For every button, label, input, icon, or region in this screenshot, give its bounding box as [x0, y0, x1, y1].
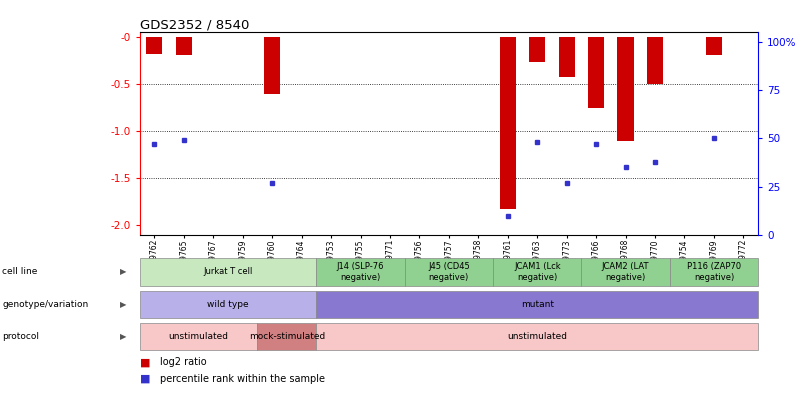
Text: ■: ■ [140, 374, 150, 384]
Bar [140, 323, 258, 350]
Bar [582, 258, 670, 286]
Text: unstimulated: unstimulated [508, 332, 567, 341]
Text: GDS2352 / 8540: GDS2352 / 8540 [140, 18, 249, 31]
Text: ▶: ▶ [120, 300, 127, 309]
Text: J14 (SLP-76
negative): J14 (SLP-76 negative) [337, 262, 385, 281]
Text: protocol: protocol [2, 332, 39, 341]
Text: genotype/variation: genotype/variation [2, 300, 89, 309]
Bar [316, 323, 758, 350]
Bar [529, 37, 545, 62]
Text: Jurkat T cell: Jurkat T cell [203, 267, 253, 277]
Text: ▶: ▶ [120, 267, 127, 277]
Bar [559, 37, 575, 77]
Bar [264, 37, 280, 94]
Text: J45 (CD45
negative): J45 (CD45 negative) [428, 262, 470, 281]
Text: wild type: wild type [207, 300, 249, 309]
Bar [176, 37, 192, 55]
Text: log2 ratio: log2 ratio [160, 358, 206, 367]
Bar [588, 37, 604, 108]
Text: mutant: mutant [521, 300, 554, 309]
Bar [647, 37, 663, 84]
Bar [258, 323, 316, 350]
Text: unstimulated: unstimulated [168, 332, 228, 341]
Bar [140, 258, 316, 286]
Text: ■: ■ [140, 358, 150, 367]
Bar [500, 37, 516, 209]
Bar [493, 258, 582, 286]
Text: JCAM2 (LAT
negative): JCAM2 (LAT negative) [602, 262, 650, 281]
Bar [405, 258, 493, 286]
Text: ▶: ▶ [120, 332, 127, 341]
Bar [618, 37, 634, 141]
Text: P116 (ZAP70
negative): P116 (ZAP70 negative) [687, 262, 741, 281]
Bar [670, 258, 758, 286]
Text: mock-stimulated: mock-stimulated [249, 332, 325, 341]
Bar [705, 37, 722, 55]
Bar [316, 258, 405, 286]
Bar [316, 291, 758, 318]
Text: cell line: cell line [2, 267, 38, 277]
Text: percentile rank within the sample: percentile rank within the sample [160, 374, 325, 384]
Text: JCAM1 (Lck
negative): JCAM1 (Lck negative) [514, 262, 560, 281]
Bar [146, 37, 163, 54]
Bar [140, 291, 316, 318]
